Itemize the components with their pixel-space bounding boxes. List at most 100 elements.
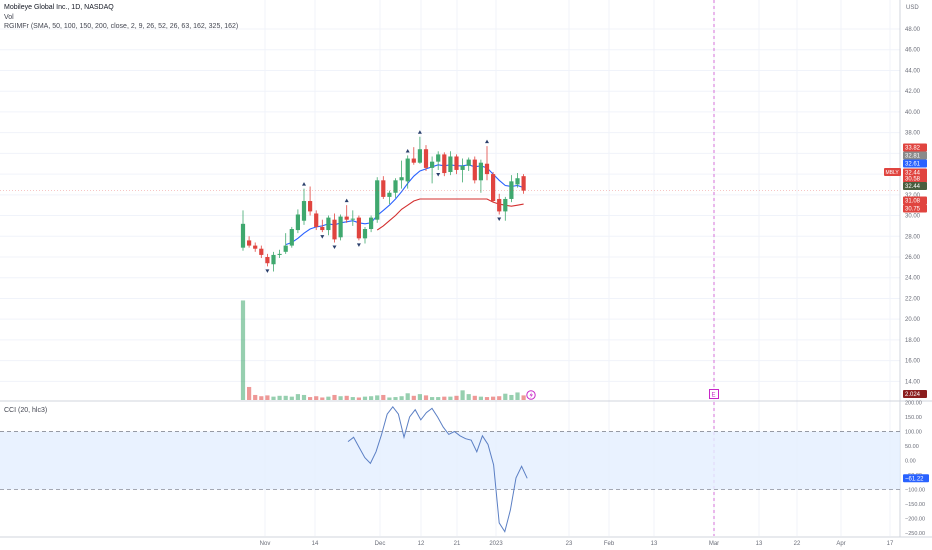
candle-body [393,180,398,193]
price-axis-label: 28.00 [905,234,921,240]
candle-body [491,174,496,202]
candle-body [515,178,520,185]
volume-bar [423,395,429,400]
time-axis-label: Apr [836,541,845,547]
candle-body [289,229,294,246]
candle [515,173,520,188]
candle [277,249,282,259]
price-axis-label: 24.00 [905,276,921,282]
candle-body [356,217,361,239]
candle [375,177,380,223]
candle-body [497,198,502,212]
earnings-marker-label: E [712,393,716,399]
candle-body [240,223,246,248]
volume-bar [393,397,398,400]
candle-body [387,192,392,197]
candle [332,213,337,243]
candle-body [253,245,258,249]
chart-title: Mobileye Global Inc., 1D, NASDAQ [4,4,114,11]
cci-axis-label: 100.00 [905,429,922,435]
candle-body [259,248,264,255]
candle [478,159,483,193]
volume-bar [478,396,483,400]
candle-body [265,256,270,264]
volume-bar [350,397,355,400]
candle [356,215,361,241]
cci-axis-label: 0.00 [905,459,916,465]
candle-body [417,149,422,163]
signal-down-marker [265,269,270,273]
volume-bar [466,394,471,400]
time-axis-label: 2023 [489,541,503,547]
candle [247,236,252,248]
cci-axis-label: −200.00 [905,517,925,523]
ma-blue-line [285,164,524,246]
candle [436,151,441,170]
price-axis-label: 30.00 [905,214,921,220]
cci-line [347,405,528,533]
candle [253,242,258,252]
price-axis-label: 46.00 [905,48,921,54]
candle-body [442,154,447,174]
candle [240,210,246,251]
candle-body [326,217,331,231]
candle-body [381,180,386,197]
candle-body [295,214,300,231]
candle [491,172,496,203]
cci-last-badge [903,474,929,483]
price-axis-label: 16.00 [905,359,921,365]
volume-bar [356,397,361,400]
candle-body [369,217,374,230]
volume-bar [454,395,459,400]
candle [405,155,410,189]
price-axis-label: 42.00 [905,89,921,95]
candle [417,136,422,164]
time-axis-label: 22 [794,541,801,547]
price-axis-badge-label: 30.58 [905,177,921,183]
volume-bar [301,394,307,400]
signal-down-marker [356,243,361,247]
price-axis-badge-label: 30.75 [905,207,921,213]
cci-legend: CCI (20, hlc3) [4,407,48,414]
signal-up-marker [417,130,422,134]
price-axis-label: 26.00 [905,255,921,261]
volume-bar [332,394,337,400]
lightning-icon [526,390,536,400]
signal-down-marker [436,172,441,177]
signal-up-marker [485,139,489,144]
candle-body [308,201,313,212]
candle [497,193,502,215]
candle [308,186,313,216]
candle [289,226,294,248]
volume-bar [247,386,252,400]
time-axis-label: Dec [375,541,386,547]
candle-body [320,226,325,231]
candle [362,226,368,244]
candle [369,215,374,233]
candle [326,215,331,236]
candle [466,157,471,171]
candle [283,233,288,254]
time-axis-label: 12 [418,541,425,547]
signal-down-marker [497,217,502,222]
candle [411,147,416,165]
cci-axis-label: 200.00 [905,400,922,406]
candle [521,174,526,194]
ma-red-line [376,198,524,231]
volume-bar [326,396,331,400]
candle-body [271,254,276,265]
volume-bar [448,396,453,400]
price-axis-badge-label: 32.61 [905,162,921,168]
earnings-marker-box [709,389,719,399]
candle [454,154,459,175]
candle [350,210,355,226]
volume-bar [430,397,435,400]
candle-body [399,177,404,181]
volume-bar [417,394,422,400]
volume-bar [509,394,514,400]
candle-body [460,165,465,170]
cci-axis-label: −150.00 [905,502,925,508]
price-axis-label: 48.00 [905,27,921,33]
volume-bar [295,394,300,400]
